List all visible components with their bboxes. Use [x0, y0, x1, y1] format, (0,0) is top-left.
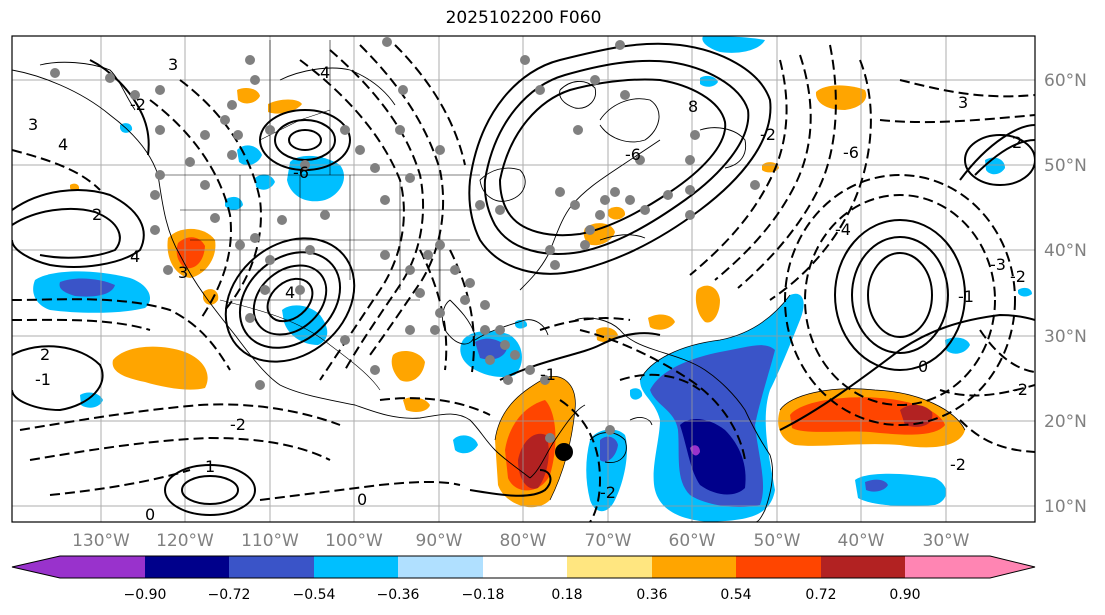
- lon-label: 30°W: [923, 531, 970, 551]
- contour-label: 4: [285, 283, 295, 302]
- lon-label: 110°W: [241, 531, 299, 551]
- lon-label: 130°W: [72, 531, 130, 551]
- colorbar-segment: [990, 556, 1035, 578]
- colorbar: −0.90 −0.72 −0.54 −0.36 −0.18 0.18 0.36 …: [11, 555, 1036, 603]
- contour-label: -2: [1012, 380, 1028, 399]
- contour-label: 4: [320, 63, 330, 82]
- colorbar-tick-label: 0.54: [720, 587, 751, 603]
- colorbar-segment: [905, 556, 990, 578]
- contour-label: -1: [35, 370, 51, 389]
- colorbar-segment: [314, 556, 398, 578]
- colorbar-tick-label: −0.72: [208, 587, 251, 603]
- colorbar-segment: [60, 556, 145, 578]
- colorbar-tick-label: −0.36: [377, 587, 420, 603]
- longitude-labels: 130°W 120°W 110°W 100°W 90°W 80°W 70°W 6…: [72, 531, 970, 551]
- colorbar-tick-label: −0.54: [293, 587, 336, 603]
- colorbar-tick-label: 0.90: [889, 587, 920, 603]
- lon-label: 60°W: [669, 531, 716, 551]
- station-dots: [50, 37, 760, 443]
- lon-label: 120°W: [156, 531, 214, 551]
- coastlines: [12, 61, 773, 522]
- location-marker: [555, 443, 573, 461]
- contour-label: -2: [230, 415, 246, 434]
- colorbar-segment: [229, 556, 314, 578]
- negative-contours: [12, 44, 1035, 522]
- lat-label: 40°N: [1044, 241, 1087, 261]
- colorbar-tick-label: 0.18: [551, 587, 582, 603]
- contour-label: -4: [835, 220, 851, 239]
- lon-label: 70°W: [585, 531, 632, 551]
- colorbar-tick-label: 0.36: [636, 587, 667, 603]
- contour-label: 0: [918, 357, 928, 376]
- contour-label: 4: [58, 135, 68, 154]
- contour-label: -6: [843, 143, 859, 162]
- lat-label: 60°N: [1044, 71, 1087, 91]
- lat-label: 10°N: [1044, 497, 1087, 517]
- contour-label: -6: [625, 145, 641, 164]
- colorbar-tick-label: −0.18: [462, 587, 505, 603]
- contour-label: -3: [990, 255, 1006, 274]
- colorbar-segment: [821, 556, 905, 578]
- contour-label: 2: [1012, 133, 1022, 152]
- contour-label: 4: [130, 247, 140, 266]
- latitude-labels: 60°N 50°N 40°N 30°N 20°N 10°N: [1044, 71, 1087, 517]
- contour-label: -2: [600, 483, 616, 502]
- colorbar-segment: [12, 556, 60, 578]
- lon-label: 100°W: [325, 531, 383, 551]
- colorbar-segment: [483, 556, 567, 578]
- contour-labels: 3 3 4 2 4 3 4 -6 -2 4 -6 8 -6 -2 3 2 -3 …: [28, 55, 1028, 524]
- contour-label: -2: [950, 455, 966, 474]
- contour-label: -6: [293, 163, 309, 182]
- contour-label: -2: [1010, 267, 1026, 286]
- contour-label: -1: [540, 365, 556, 384]
- lat-label: 30°N: [1044, 327, 1087, 347]
- contour-label: -2: [130, 95, 146, 114]
- lon-label: 90°W: [416, 531, 463, 551]
- contour-label: 3: [958, 93, 968, 112]
- contour-label: 3: [28, 115, 38, 134]
- contour-label: -2: [760, 125, 776, 144]
- positive-contours: [12, 42, 1035, 516]
- contour-label: 3: [178, 263, 188, 282]
- contour-label: 0: [357, 490, 367, 509]
- contour-label: 0: [145, 505, 155, 524]
- contour-label: 8: [688, 97, 698, 116]
- colorbar-segment: [145, 556, 229, 578]
- colorbar-tick-label: −0.90: [124, 587, 167, 603]
- colorbar-segment: [567, 556, 652, 578]
- lon-label: 50°W: [754, 531, 801, 551]
- contour-label: 3: [168, 55, 178, 74]
- contour-label: 2: [40, 345, 50, 364]
- colorbar-segment: [398, 556, 483, 578]
- contour-label: -1: [958, 287, 974, 306]
- map-title: 2025102200 F060: [445, 8, 602, 28]
- map-frame: [11, 35, 1036, 523]
- colorbar-tick-label: 0.72: [805, 587, 836, 603]
- lon-label: 40°W: [838, 531, 885, 551]
- lat-label: 50°N: [1044, 156, 1087, 176]
- colorbar-segment: [652, 556, 736, 578]
- colorbar-segment: [736, 556, 821, 578]
- contour-label: 2: [92, 205, 102, 224]
- lat-label: 20°N: [1044, 412, 1087, 432]
- lon-label: 80°W: [500, 531, 547, 551]
- contour-label: 1: [205, 457, 215, 476]
